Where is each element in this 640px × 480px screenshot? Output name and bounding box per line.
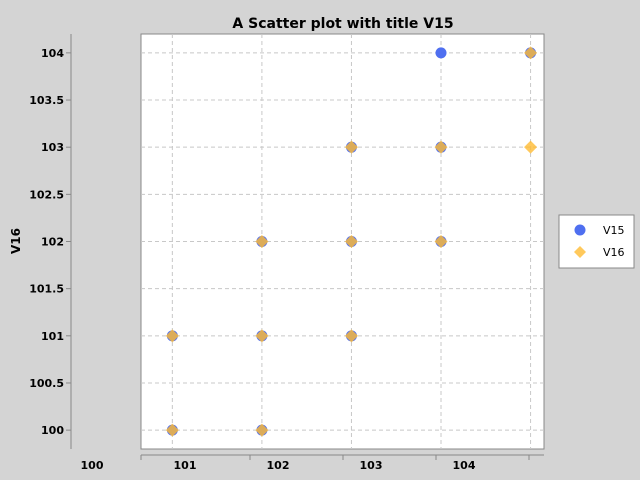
x-tick-label: 101	[174, 459, 197, 472]
data-point-v16	[255, 329, 269, 343]
y-tick-label: 100.5	[29, 377, 64, 390]
data-point-v16	[165, 329, 179, 343]
data-point-v16	[344, 235, 358, 248]
legend: V15 V16	[558, 214, 635, 269]
legend-box	[558, 214, 635, 269]
y-tick-label: 102	[41, 236, 64, 249]
data-point-v16	[524, 140, 538, 154]
y-tick-label: 103.5	[29, 94, 64, 107]
data-point-v16	[434, 140, 448, 154]
grid	[141, 34, 544, 449]
y-axis-label: V16	[9, 228, 23, 254]
x-tick-label: 103	[360, 459, 383, 472]
y-tick-label: 101.5	[29, 283, 64, 296]
legend-label-v16: V16	[603, 246, 625, 259]
data-point-v16	[434, 235, 448, 248]
legend-marker-v15	[574, 224, 586, 236]
data-point-v16	[344, 329, 358, 343]
data-point-v15	[435, 47, 447, 59]
x-tick-label: 104	[453, 459, 476, 472]
y-tick-label: 101	[41, 330, 64, 343]
series-v16	[165, 46, 538, 437]
x-tick-label: 100	[81, 459, 104, 472]
chart-title: A Scatter plot with title V15	[232, 16, 453, 32]
data-point-v16	[165, 423, 179, 437]
data-point-v16	[344, 140, 358, 154]
y-tick-label: 103	[41, 141, 64, 154]
plot-area	[140, 33, 545, 450]
legend-marker-v16	[574, 246, 586, 258]
data-point-v16	[524, 46, 538, 60]
data-point-v16	[255, 235, 269, 248]
y-tick-label: 100	[41, 424, 64, 437]
y-tick-label: 104	[41, 47, 64, 60]
x-tick-label: 102	[267, 459, 290, 472]
data-point-v16	[255, 423, 269, 437]
y-tick-label: 102.5	[29, 188, 64, 201]
x-axis-ticks: 100 101 102 103 104	[81, 455, 530, 472]
data-points	[165, 46, 538, 437]
legend-label-v15: V15	[603, 224, 625, 237]
y-axis-ticks: 100 100.5 101 101.5 102 102.5 103 103.5 104	[29, 47, 71, 437]
